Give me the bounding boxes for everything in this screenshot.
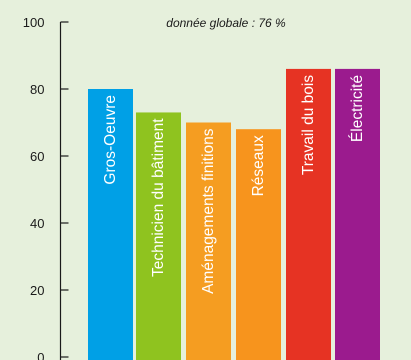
y-tick-label: 80 <box>30 82 44 97</box>
bar <box>236 129 281 360</box>
bar <box>88 89 133 360</box>
y-tick-label: 60 <box>30 149 44 164</box>
bars <box>88 68 380 360</box>
bar-labels: Gros-Oeuvre Technicien du bâtiment Aménage… <box>102 75 366 294</box>
y-tick-label: 20 <box>30 283 44 298</box>
y-tick-label: 100 <box>23 15 45 30</box>
bar-category-label: Gros-Oeuvre <box>102 95 119 185</box>
y-tick-label: 0 <box>37 350 44 360</box>
y-axis: 0 20 40 60 80 100 <box>23 15 69 360</box>
bar-category-label: Technicien du bâtiment <box>150 118 167 277</box>
bar <box>335 68 380 360</box>
y-tick-label: 40 <box>30 216 44 231</box>
bar-category-label: Travail du bois <box>300 75 317 175</box>
bar-category-label: Aménagements finitions <box>200 128 217 294</box>
bar-category-label: Réseaux <box>250 135 267 196</box>
chart-annotation: donnée globale : 76 % <box>166 16 286 30</box>
bar <box>286 68 331 360</box>
bar <box>136 112 181 360</box>
bar <box>186 122 231 360</box>
bar-category-label: Électricité <box>349 75 366 142</box>
